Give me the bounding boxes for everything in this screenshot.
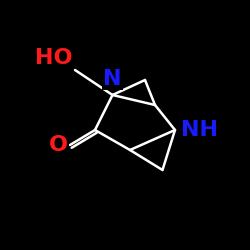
Text: NH: NH [181,120,218,140]
Text: N: N [103,69,122,89]
Text: HO: HO [35,48,72,68]
Text: O: O [48,135,68,155]
